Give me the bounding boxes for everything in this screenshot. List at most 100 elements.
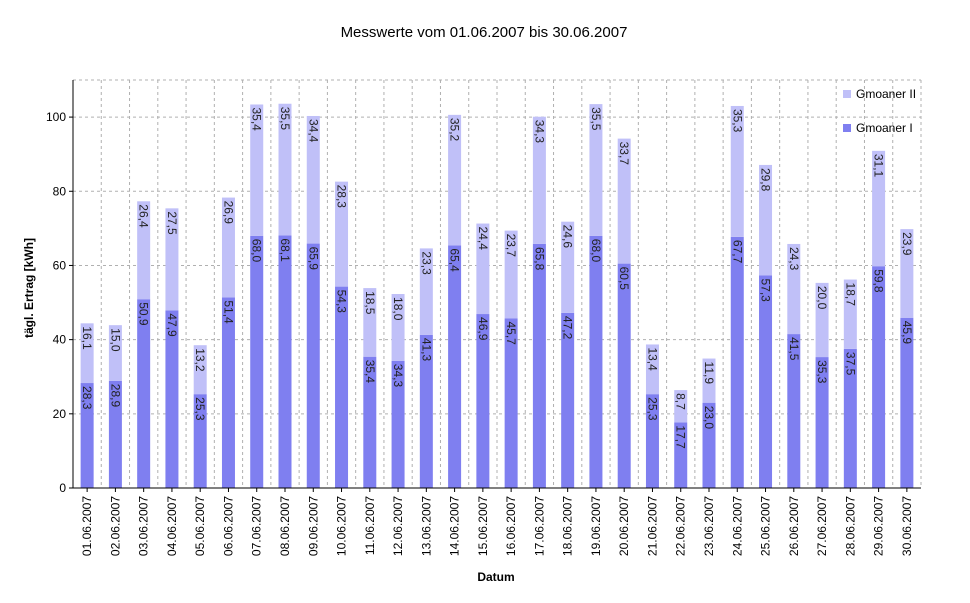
x-tick-label: 24.06.2007 — [730, 496, 744, 556]
value-label-gmoaner-ii: 35,5 — [589, 107, 603, 131]
bar-gmoaner-i — [165, 310, 179, 488]
bar-gmoaner-ii — [476, 223, 490, 315]
legend-label: Gmoaner II — [856, 87, 916, 101]
value-label-gmoaner-i: 67,7 — [730, 240, 744, 264]
value-label-gmoaner-ii: 35,5 — [278, 107, 292, 131]
x-tick-label: 10.06.2007 — [335, 496, 349, 556]
x-tick-label: 25.06.2007 — [759, 496, 773, 556]
value-label-gmoaner-i: 60,5 — [617, 267, 631, 291]
x-tick-label: 07.06.2007 — [250, 496, 264, 556]
value-label-gmoaner-i: 28,3 — [80, 386, 94, 410]
value-label-gmoaner-ii: 8,7 — [674, 393, 688, 410]
x-tick-label: 01.06.2007 — [80, 496, 94, 556]
x-tick-label: 05.06.2007 — [193, 496, 207, 556]
bar-gmoaner-i — [476, 314, 490, 488]
value-label-gmoaner-ii: 35,3 — [730, 109, 744, 133]
bar-gmoaner-ii — [872, 150, 886, 267]
value-label-gmoaner-i: 41,5 — [787, 337, 801, 361]
x-tick-label: 22.06.2007 — [674, 496, 688, 556]
bar-gmoaner-ii — [448, 114, 462, 246]
value-label-gmoaner-i: 46,9 — [476, 317, 490, 341]
bar-gmoaner-i — [645, 394, 659, 488]
bar-gmoaner-i — [80, 383, 94, 488]
x-tick-label: 27.06.2007 — [815, 496, 829, 556]
x-tick-label: 14.06.2007 — [448, 496, 462, 556]
chart-title: Messwerte vom 01.06.2007 bis 30.06.2007 — [341, 24, 628, 41]
bar-gmoaner-i — [674, 422, 688, 488]
bar-gmoaner-i — [504, 318, 518, 488]
value-label-gmoaner-ii: 29,8 — [759, 168, 773, 192]
x-tick-label: 20.06.2007 — [617, 496, 631, 556]
value-label-gmoaner-i: 41,3 — [419, 338, 433, 362]
value-label-gmoaner-i: 17,7 — [674, 425, 688, 449]
bar-gmoaner-ii — [730, 105, 744, 237]
bar-gmoaner-ii — [221, 197, 235, 298]
bar-gmoaner-ii — [278, 103, 292, 236]
value-label-gmoaner-i: 65,8 — [532, 247, 546, 271]
bar-gmoaner-i — [250, 235, 264, 488]
x-tick-label: 11.06.2007 — [363, 496, 377, 555]
y-axis-label: tägl. Ertrag [kWh] — [22, 238, 36, 338]
bar-gmoaner-ii — [108, 325, 122, 381]
value-label-gmoaner-ii: 24,4 — [476, 227, 490, 251]
value-label-gmoaner-ii: 23,3 — [419, 251, 433, 275]
bar-gmoaner-i — [617, 263, 631, 488]
bar-gmoaner-i — [843, 348, 857, 488]
x-tick-label: 04.06.2007 — [165, 496, 179, 556]
bar-gmoaner-i — [872, 266, 886, 488]
value-label-gmoaner-ii: 23,9 — [900, 232, 914, 256]
bar-gmoaner-i — [900, 317, 914, 488]
value-label-gmoaner-ii: 35,2 — [448, 118, 462, 142]
y-tick-label: 80 — [53, 184, 67, 198]
value-labels: 28,3 16,1 28,9 15,0 50,9 26,4 47,9 27,5 25,3 13,2… — [80, 107, 914, 449]
bar-gmoaner-i — [278, 235, 292, 488]
value-label-gmoaner-ii: 15,0 — [108, 328, 122, 352]
bar-gmoaner-ii — [759, 164, 773, 276]
x-tick-label: 28.06.2007 — [843, 496, 857, 556]
value-label-gmoaner-ii: 18,5 — [363, 291, 377, 315]
value-label-gmoaner-i: 68,0 — [250, 239, 264, 263]
value-label-gmoaner-ii: 34,3 — [532, 120, 546, 144]
value-label-gmoaner-i: 45,9 — [900, 321, 914, 345]
value-label-gmoaner-ii: 24,3 — [787, 247, 801, 271]
legend-swatch — [843, 90, 851, 98]
value-label-gmoaner-i: 47,9 — [165, 313, 179, 337]
axes — [72, 80, 921, 489]
x-tick-label: 06.06.2007 — [221, 496, 235, 556]
value-label-gmoaner-i: 47,2 — [561, 316, 575, 340]
y-tick-label: 20 — [53, 407, 67, 421]
bar-gmoaner-i — [532, 243, 546, 488]
bar-gmoaner-i — [193, 394, 207, 488]
value-label-gmoaner-ii: 13,2 — [193, 348, 207, 372]
value-label-gmoaner-i: 54,3 — [335, 290, 349, 314]
value-label-gmoaner-i: 65,4 — [448, 248, 462, 272]
value-label-gmoaner-i: 34,3 — [391, 364, 405, 388]
x-tick-label: 03.06.2007 — [137, 496, 151, 556]
x-tick-label: 26.06.2007 — [787, 496, 801, 556]
bar-gmoaner-ii — [532, 116, 546, 244]
x-tick-label: 08.06.2007 — [278, 496, 292, 556]
bar-gmoaner-i — [391, 360, 405, 488]
bar-gmoaner-i — [448, 245, 462, 488]
bar-gmoaner-ii — [165, 208, 179, 311]
value-label-gmoaner-i: 35,4 — [363, 360, 377, 384]
value-label-gmoaner-ii: 16,1 — [80, 326, 94, 350]
bar-gmoaner-i — [108, 380, 122, 488]
x-tick-label: 09.06.2007 — [306, 496, 320, 556]
bar-gmoaner-ii — [617, 138, 631, 264]
bar-gmoaner-ii — [645, 344, 659, 395]
bars — [80, 103, 914, 488]
value-label-gmoaner-ii: 26,4 — [137, 204, 151, 228]
grid — [73, 79, 922, 488]
x-tick-label: 02.06.2007 — [108, 496, 122, 556]
value-label-gmoaner-i: 25,3 — [645, 397, 659, 421]
value-label-gmoaner-i: 50,9 — [137, 302, 151, 326]
bar-gmoaner-ii — [674, 390, 688, 423]
value-label-gmoaner-ii: 26,9 — [221, 201, 235, 225]
value-label-gmoaner-ii: 11,9 — [702, 362, 716, 385]
bar-gmoaner-i — [815, 357, 829, 488]
value-label-gmoaner-i: 23,0 — [702, 406, 716, 430]
bar-gmoaner-i — [137, 299, 151, 488]
x-tick-label: 13.06.2007 — [419, 496, 433, 556]
